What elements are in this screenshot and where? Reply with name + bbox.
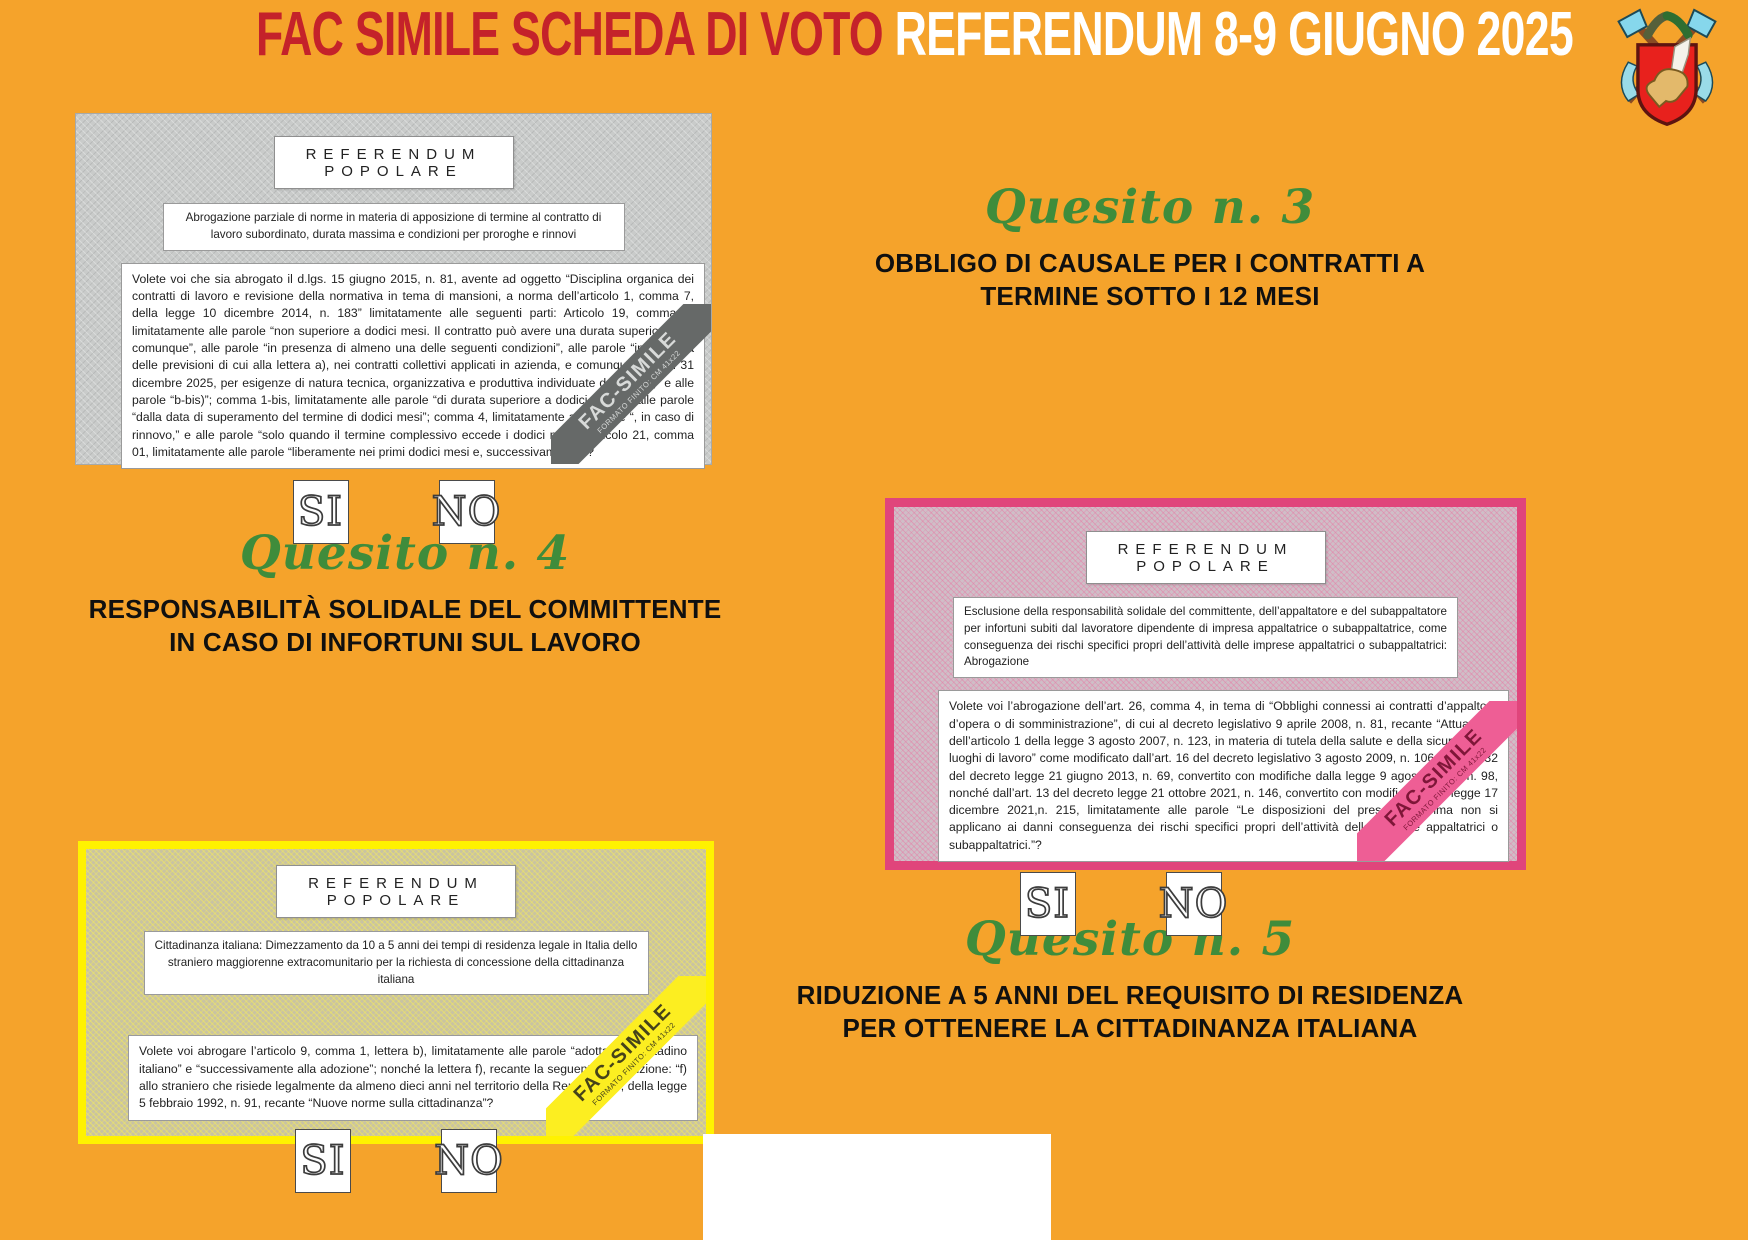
ballot-gray-no-box: NO (431, 480, 501, 545)
heading-quesito-4: Quesito n. 4 RESPONSABILITÀ SOLIDALE DEL… (80, 526, 730, 658)
si-label: SI (300, 1137, 346, 1184)
ballot-pink-si-box: SI (1019, 872, 1076, 937)
ballot-gray-subtitle: Abrogazione parziale di norme in materia… (162, 203, 625, 251)
quesito-5-subject-line1: RIDUZIONE A 5 ANNI DEL REQUISITO DI RESI… (796, 980, 1464, 1010)
ballot-pink-title: REFERENDUM POPOLARE (1085, 531, 1326, 584)
ballot-gray-vote-row: SI NO (76, 480, 711, 545)
no-label: NO (431, 489, 502, 536)
ballot-yellow-si-box: SI (295, 1128, 351, 1193)
ballot-card-gray: REFERENDUM POPOLARE Abrogazione parziale… (75, 113, 712, 545)
quesito-3-script-title: Quesito n. 3 (984, 180, 1316, 235)
ballot-gray-question-text: Volete voi che sia abrogato il d.lgs. 15… (121, 262, 705, 470)
ballot-yellow-vote-row: SI NO (86, 1128, 706, 1193)
quesito-5-subject-line2: PER OTTENERE LA CITTADINANZA ITALIANA (842, 1012, 1418, 1043)
ballot-yellow-subtitle: Cittadinanza italiana: Dimezzamento da 1… (143, 931, 649, 996)
ballot-gray-ribbon-corner: FAC-SIMILE FORMATO FINITO: CM 41x22 (551, 304, 711, 464)
no-label: NO (433, 1137, 504, 1184)
ballot-yellow-no-box: NO (433, 1128, 504, 1193)
ballot-pink-ribbon-corner: FAC-SIMILE FORMATO FINITO: CM 41x22 (1357, 701, 1517, 861)
fac-simile-label: FAC-SIMILE (574, 327, 681, 434)
quesito-3-subject-line2: TERMINE SOTTO I 12 MESI (980, 280, 1320, 311)
claw-icon (1645, 68, 1689, 109)
ballot-yellow-title: REFERENDUM POPOLARE (276, 865, 516, 918)
blank-white-card (703, 1134, 1051, 1240)
ballot-pink-vote-row: SI NO (894, 872, 1517, 937)
quesito-4-subject-line1: RESPONSABILITÀ SOLIDALE DEL COMMITTENTE (88, 594, 722, 624)
page-header: FAC SIMILE SCHEDA DI VOTO REFERENDUM 8-9… (0, 4, 1748, 66)
si-label: SI (1024, 881, 1071, 928)
ballot-gray-title: REFERENDUM POPOLARE (273, 136, 514, 189)
coat-of-arms-icon (1617, 8, 1717, 127)
si-label: SI (297, 489, 344, 536)
ballot-pink-no-box: NO (1158, 872, 1228, 937)
fac-simile-ribbon: FAC-SIMILE FORMATO FINITO: CM 41x22 (546, 976, 706, 1136)
quesito-4-subject-line2: IN CASO DI INFORTUNI SUL LAVORO (169, 626, 641, 657)
heading-quesito-3: Quesito n. 3 OBBLIGO DI CAUSALE PER I CO… (810, 180, 1490, 312)
ballot-gray-si-box: SI (292, 480, 349, 545)
ballot-yellow-ribbon-corner: FAC-SIMILE FORMATO FINITO: CM 41x22 (546, 976, 706, 1136)
page-title-white: REFERENDUM 8-9 GIUGNO 2025 (894, 0, 1574, 69)
no-label: NO (1158, 881, 1229, 928)
wreath-icon (1643, 11, 1693, 40)
ballot-card-pink: REFERENDUM POPOLARE Esclusione della res… (885, 498, 1526, 937)
ballot-pink-subtitle: Esclusione della responsabilità solidale… (953, 597, 1458, 679)
fac-simile-label: FAC-SIMILE (569, 999, 676, 1106)
fac-simile-ribbon: FAC-SIMILE FORMATO FINITO: CM 41x22 (1357, 701, 1517, 861)
page-title-red: FAC SIMILE SCHEDA DI VOTO (256, 0, 895, 69)
fac-simile-label: FAC-SIMILE (1380, 724, 1487, 831)
ballot-card-yellow: REFERENDUM POPOLARE Cittadinanza italian… (78, 841, 714, 1193)
fac-simile-ribbon: FAC-SIMILE FORMATO FINITO: CM 41x22 (551, 304, 711, 464)
quesito-3-subject-line1: OBBLIGO DI CAUSALE PER I CONTRATTI A (874, 248, 1426, 278)
